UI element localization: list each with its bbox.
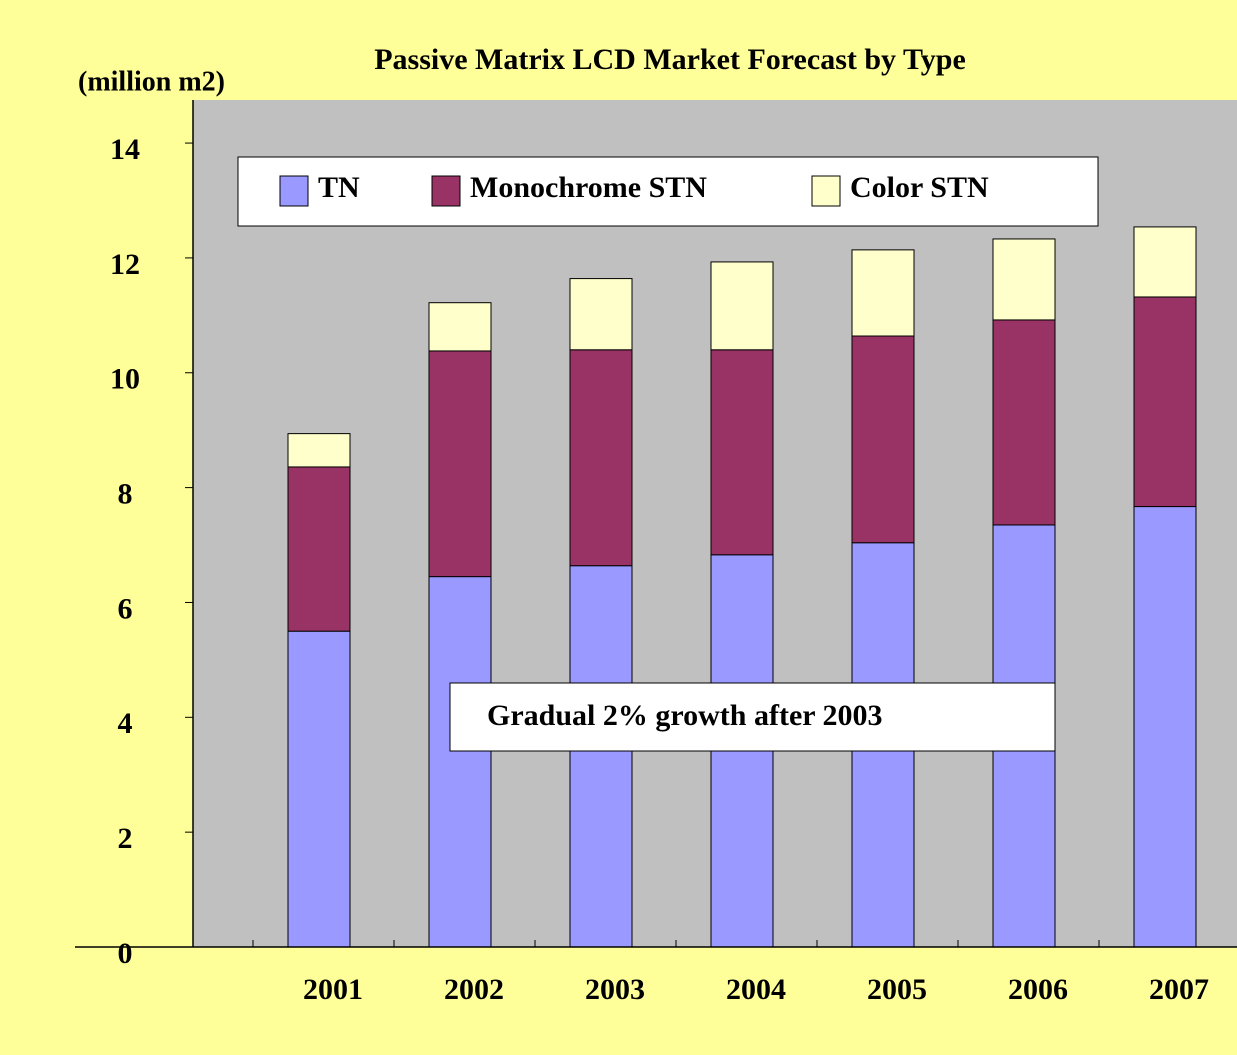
x-tick-label: 2006: [1008, 973, 1068, 1006]
bar-segment: [428, 350, 492, 578]
y-tick-label: 6: [118, 592, 133, 625]
chart-title: Passive Matrix LCD Market Forecast by Ty…: [374, 43, 966, 76]
legend-label: Color STN: [850, 171, 989, 204]
bar-segment: [428, 302, 492, 352]
marks: [287, 226, 1197, 948]
legend-swatch: [811, 175, 841, 207]
y-tick-label: 0: [118, 937, 133, 970]
bar-segment: [1133, 296, 1197, 508]
y-tick-label: 14: [110, 133, 140, 166]
bar-segment: [1133, 506, 1197, 948]
bar-segment: [287, 433, 351, 468]
x-tick-label: 2007: [1149, 973, 1209, 1006]
bar-segment: [851, 249, 915, 337]
bar-segment: [569, 349, 633, 567]
y-tick-label: 10: [110, 363, 140, 396]
x-tick-label: 2003: [585, 973, 645, 1006]
legend-label: TN: [318, 171, 360, 204]
x-tick-label: 2002: [444, 973, 504, 1006]
bar-segment: [992, 319, 1056, 526]
y-tick-label: 4: [118, 707, 133, 740]
legend: [237, 156, 1099, 227]
bar-segment: [569, 278, 633, 351]
bar-segment: [710, 261, 774, 351]
bar-segment: [710, 349, 774, 556]
y-tick-label: 2: [118, 822, 133, 855]
annotation: Gradual 2% growth after 2003: [487, 699, 883, 732]
x-tick-label: 2001: [303, 973, 363, 1006]
legend-label: Monochrome STN: [470, 171, 707, 204]
legend-swatch: [279, 175, 309, 207]
bar-segment: [287, 466, 351, 632]
x-tick-label: 2004: [726, 973, 786, 1006]
legend-swatch: [431, 175, 461, 207]
bar-segment: [428, 576, 492, 948]
y-tick-label: 8: [118, 478, 133, 511]
legend-items: TN Monochrome STN Color STN: [279, 171, 989, 207]
bar-segment: [851, 335, 915, 544]
x-tick-label: 2005: [867, 973, 927, 1006]
bar-segment: [992, 238, 1056, 321]
bar-segment: [287, 630, 351, 948]
bar-segment: [569, 565, 633, 948]
y-axis-label: (million m2): [78, 66, 225, 97]
annotation-box: [449, 682, 1056, 752]
bar-segment: [1133, 226, 1197, 298]
y-tick-label: 12: [110, 248, 140, 281]
